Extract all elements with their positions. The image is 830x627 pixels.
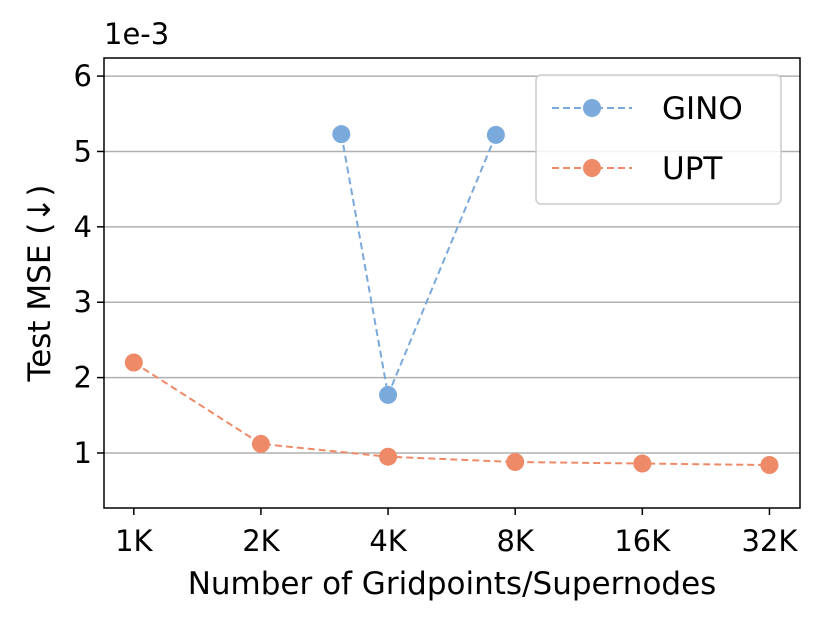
legend-label: GINO bbox=[662, 91, 743, 127]
data-point bbox=[251, 434, 270, 453]
plot-frame bbox=[103, 57, 801, 509]
data-point bbox=[760, 456, 779, 475]
data-point bbox=[379, 385, 398, 404]
x-tick-label: 8K bbox=[496, 524, 534, 558]
data-point bbox=[332, 125, 351, 144]
x-tick-label: 16K bbox=[614, 524, 671, 558]
y-tick-label: 2 bbox=[74, 361, 92, 395]
y-tick-label: 6 bbox=[74, 59, 92, 93]
legend-label: UPT bbox=[662, 151, 723, 187]
x-tick-label: 4K bbox=[369, 524, 407, 558]
plot-area bbox=[124, 125, 779, 475]
y-axis-label: Test MSE (↓) bbox=[22, 185, 58, 383]
data-point bbox=[633, 454, 652, 473]
y-tick-label: 1 bbox=[74, 436, 92, 470]
data-point bbox=[379, 447, 398, 466]
data-point bbox=[486, 125, 505, 144]
data-point bbox=[506, 453, 525, 472]
legend-marker bbox=[583, 159, 601, 177]
x-tick-label: 32K bbox=[741, 524, 798, 558]
x-axis-label: Number of Gridpoints/Supernodes bbox=[188, 566, 717, 602]
x-tick-label: 1K bbox=[115, 524, 153, 558]
y-tick-label: 3 bbox=[74, 285, 92, 319]
series-line bbox=[340, 133, 497, 399]
data-point bbox=[124, 353, 143, 372]
legend-box bbox=[535, 74, 782, 205]
y-tick-label: 4 bbox=[74, 210, 92, 244]
y-offset-label: 1e-3 bbox=[104, 17, 169, 51]
y-tick-label: 5 bbox=[74, 134, 92, 168]
x-tick-label: 2K bbox=[242, 524, 280, 558]
series-line bbox=[133, 361, 770, 467]
legend-marker bbox=[583, 99, 601, 117]
